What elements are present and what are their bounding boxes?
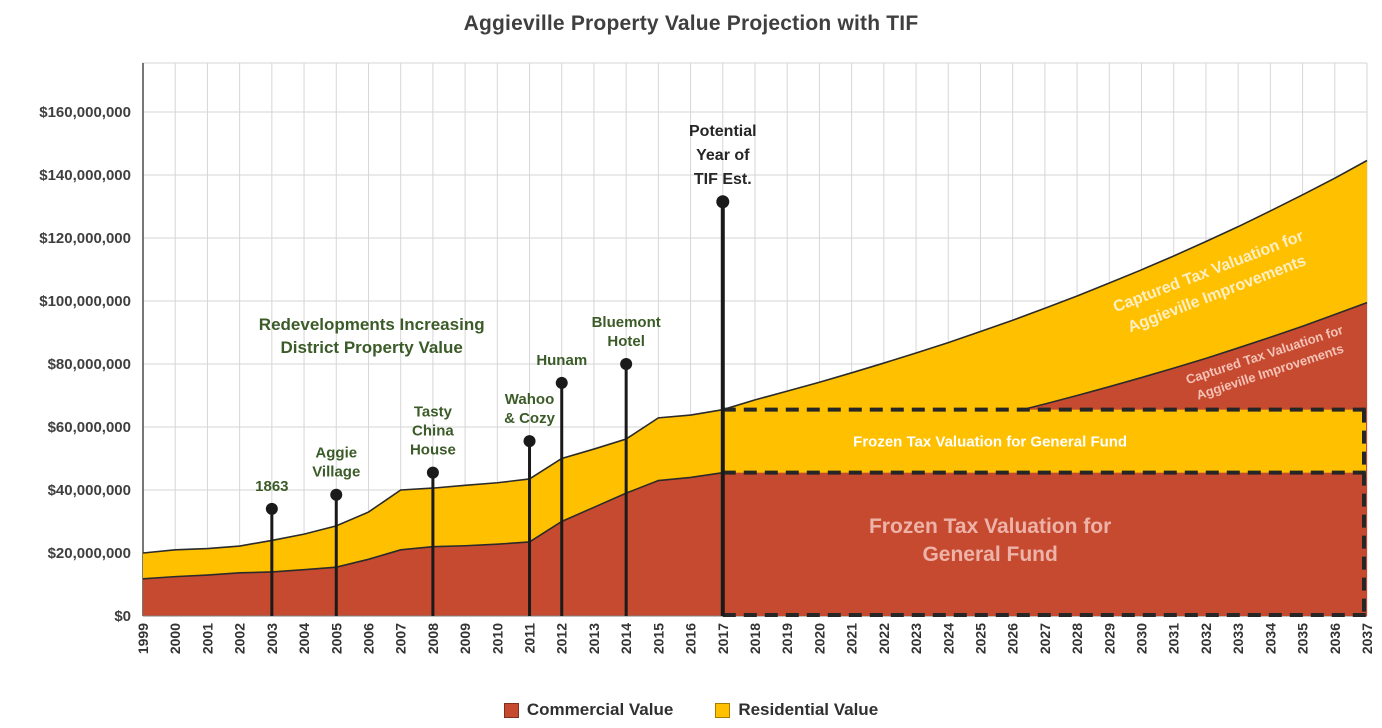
x-tick-label: 2034 [1262,623,1278,654]
x-tick-label: 2016 [683,623,699,654]
x-tick-label: 2028 [1069,623,1085,654]
region-label-3: Frozen Tax Valuation for General Fund [869,515,1111,566]
x-tick-label: 2007 [393,623,409,654]
residential-value-label: Residential Value [738,700,879,719]
x-tick-label: 2021 [844,623,860,654]
annotation-potential-yearof-tifest: Potential Year of TIF Est. [689,123,757,616]
annotation-dot [265,502,278,515]
annotation-tasty-china-house: Tasty China House [410,404,456,616]
annotation-dot [330,488,343,501]
residential-area [143,160,1367,579]
x-tick-label: 2001 [199,623,215,654]
x-tick-label: 2003 [264,623,280,654]
x-tick-label: 2017 [715,623,731,654]
x-tick-label: 2027 [1037,623,1053,654]
x-tick-label: 2009 [457,623,473,654]
commercial-value-label: Commercial Value [526,700,674,719]
x-tick-label: 2025 [972,623,988,654]
annotation-label: Aggie [315,445,357,462]
annotation-wahoo-cozy: Wahoo & Cozy [504,391,556,616]
x-tick-label: 2037 [1359,623,1375,654]
annotation-label: China [412,423,454,440]
frozen-valuation-box [722,407,1366,617]
x-tick-label: 2008 [425,623,441,654]
x-tick-label: 2004 [296,623,312,654]
chart-title: Aggieville Property Value Projection wit… [463,12,919,35]
x-tick-label: 2023 [908,623,924,654]
region-label-2: Frozen Tax Valuation for General Fund [853,433,1127,450]
residential-value-swatch [715,702,731,718]
x-tick-label: 2014 [618,623,634,654]
x-tick-label: 2036 [1327,623,1343,654]
y-tick-label: $120,000,000 [39,230,131,247]
annotation-hunam: Hunam [536,352,587,616]
redevelopments-note: Redevelopments Increasing District Proper… [259,315,485,357]
x-tick-label: 2011 [522,623,538,654]
x-tick-label: 2013 [586,623,602,654]
legend-item-commercial: Commercial Value [503,700,674,720]
annotation-label: Tasty [414,404,453,421]
x-tick-label: 2020 [811,623,827,654]
x-tick-label: 2000 [167,623,183,654]
x-tick-label: 2015 [650,623,666,654]
x-tick-label: 2012 [554,623,570,654]
annotation-label: Village [312,464,360,481]
x-tick-label: 2024 [940,623,956,654]
annotation-label: Hotel [607,333,645,350]
annotation-1863: 1863 [255,478,289,616]
annotation-dot [555,376,568,389]
y-tick-label: $40,000,000 [48,482,131,499]
x-tick-label: 2032 [1198,623,1214,654]
annotation-aggie-village: Aggie Village [312,445,360,616]
frozen-commercial-band [722,472,1366,616]
y-tick-label: $60,000,000 [48,419,131,436]
x-tick-label: 2022 [876,623,892,654]
annotation-label: 1863 [255,478,288,495]
legend: Commercial Value Residential Value [0,700,1382,720]
annotation-dot [523,435,536,448]
y-tick-label: $20,000,000 [48,545,131,562]
y-tick-label: $0 [114,608,131,625]
x-tick-label: 2019 [779,623,795,654]
x-tick-label: 2006 [360,623,376,654]
x-tick-label: 2031 [1166,623,1182,654]
y-axis-labels: $0 $20,000,000 $40,000,000 $60,000,000 $80,0… [39,104,131,625]
annotation-label: Bluemont [592,314,661,331]
x-tick-label: 2033 [1230,623,1246,654]
x-tick-label: 2030 [1134,623,1150,654]
annotation-label: House [410,442,456,459]
y-tick-label: $80,000,000 [48,356,131,373]
frozen-residential-band [722,409,1366,473]
commercial-value-swatch [503,702,519,718]
annotation-bluemont-hotel: Bluemont Hotel [592,314,661,616]
annotation-dot [620,358,633,370]
annotation-label: Wahoo [505,391,554,408]
y-tick-label: $160,000,000 [39,104,131,121]
annotation-label: TIF Est. [694,171,752,188]
annotation-dot [716,195,730,209]
annotation-label: Year of [696,147,750,164]
x-tick-label: 2035 [1295,623,1311,654]
x-axis-labels: 1999 2000 2001 2002 2003 2004 2005 2006 2007 2008… [135,623,1375,654]
x-tick-label: 2026 [1005,623,1021,654]
event-annotations: 1863 Aggie Village Tasty China House Wahoo & Co… [255,123,757,616]
x-tick-label: 2010 [489,623,505,654]
legend-item-residential: Residential Value [715,700,878,720]
x-tick-label: 2029 [1101,623,1117,654]
residential-area-outline [142,159,1368,554]
annotation-label: & Cozy [504,410,555,427]
x-tick-label: 2018 [747,623,763,654]
y-tick-label: $100,000,000 [39,293,131,310]
annotation-label: Hunam [536,352,587,369]
x-tick-label: 2002 [232,623,248,654]
x-tick-label: 1999 [135,623,151,654]
annotation-label: Potential [689,123,757,140]
x-tick-label: 2005 [328,623,344,654]
y-tick-label: $140,000,000 [39,167,131,184]
annotation-dot [426,466,439,479]
